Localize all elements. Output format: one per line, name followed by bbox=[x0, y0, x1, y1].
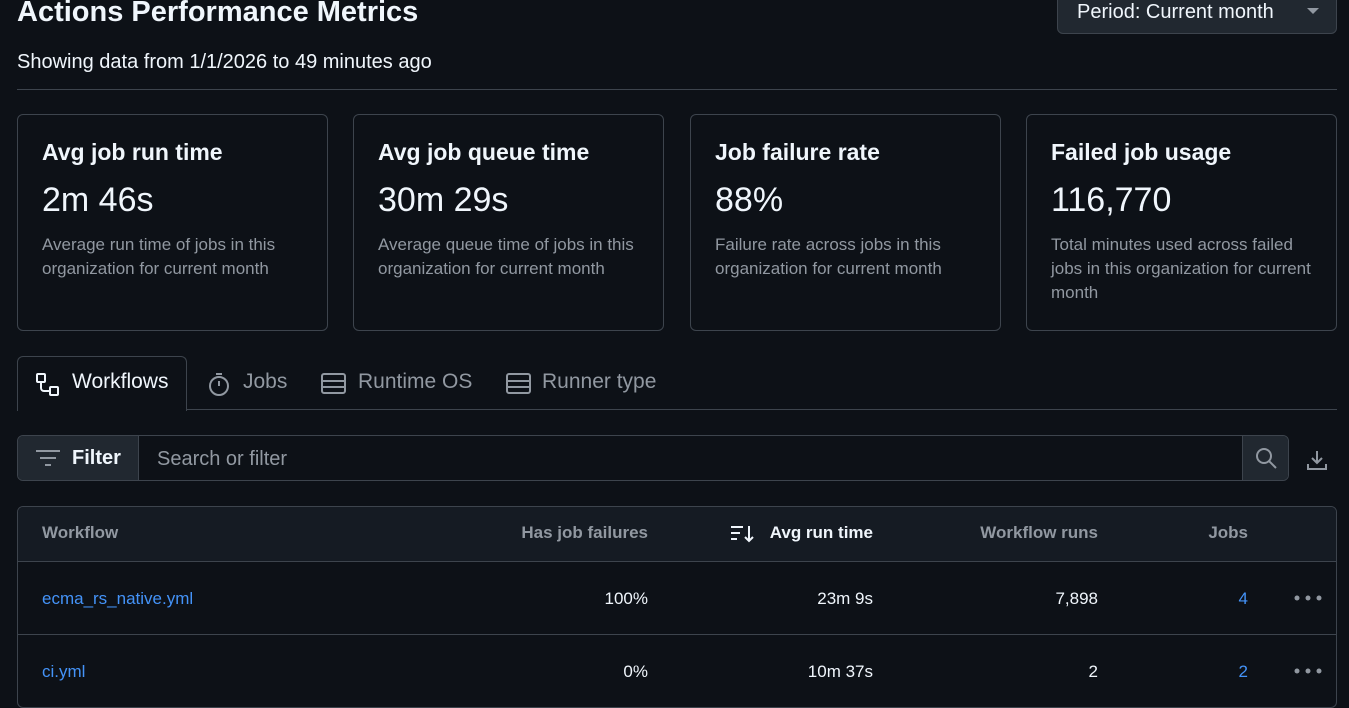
cell: 23m 9s bbox=[817, 589, 873, 608]
column-header[interactable]: Workflow runs bbox=[980, 523, 1098, 542]
search-icon bbox=[1256, 448, 1277, 469]
row-divider bbox=[18, 634, 1336, 635]
subtitle: Showing data from 1/1/2026 to 49 minutes… bbox=[17, 51, 432, 73]
more-icon[interactable] bbox=[1294, 667, 1322, 675]
table-icon bbox=[506, 373, 531, 394]
table bbox=[17, 506, 1337, 708]
card-value: 116,770 bbox=[1051, 181, 1172, 219]
tab[interactable]: Runner type bbox=[542, 370, 657, 393]
more-icon[interactable] bbox=[1294, 594, 1322, 602]
cell: 7,898 bbox=[1055, 589, 1098, 608]
card-value: 30m 29s bbox=[378, 181, 509, 219]
filter-button[interactable] bbox=[18, 436, 139, 480]
card-description: Total minutes used across failed jobs in… bbox=[1051, 235, 1311, 302]
card-value: 88% bbox=[715, 181, 784, 219]
metric-card: Job failure rate 88% Failure rate across j… bbox=[690, 114, 1001, 331]
period-label: Period: Current month bbox=[1077, 1, 1274, 23]
tab-selected[interactable] bbox=[17, 356, 187, 411]
metric-card: Failed job usage 116,770 Total minutes use… bbox=[1026, 114, 1337, 331]
column-header[interactable]: Jobs bbox=[1208, 523, 1248, 542]
tab[interactable]: Jobs bbox=[243, 370, 288, 393]
table-header bbox=[18, 507, 1336, 562]
caret-icon bbox=[1307, 8, 1319, 14]
card-value: 2m 46s bbox=[42, 181, 154, 219]
card-description: Failure rate across jobs in this organiz… bbox=[715, 235, 942, 278]
stopwatch-icon bbox=[209, 373, 229, 396]
cell: 100% bbox=[604, 589, 648, 608]
tab-underline bbox=[17, 409, 1337, 410]
jobs-link[interactable]: 4 bbox=[1238, 589, 1248, 608]
card-title: Avg job queue time bbox=[378, 139, 590, 165]
metric-card: Avg job queue time 30m 29s Average queue t… bbox=[353, 114, 664, 331]
sort-icon bbox=[731, 526, 754, 543]
card-description: Average run time of jobs in this organiz… bbox=[42, 235, 276, 278]
page: Actions Performance Metrics Period: Curr… bbox=[17, 0, 1337, 708]
metric-card: Avg job run time 2m 46s Average run time o… bbox=[17, 114, 328, 331]
tab[interactable]: Workflows bbox=[72, 370, 169, 393]
jobs-link[interactable]: 2 bbox=[1238, 662, 1248, 681]
search-input[interactable]: Search or filter bbox=[157, 448, 288, 470]
column-header[interactable]: Has job failures bbox=[521, 523, 648, 542]
filter-bar bbox=[17, 435, 1289, 481]
card-title: Job failure rate bbox=[715, 139, 880, 165]
cell: 0% bbox=[623, 662, 648, 681]
tab[interactable]: Runtime OS bbox=[358, 370, 473, 393]
cell: 10m 37s bbox=[807, 662, 873, 681]
filter-label: Filter bbox=[72, 447, 121, 469]
filter-icon bbox=[36, 450, 60, 466]
workflow-link[interactable]: ecma_rs_native.yml bbox=[42, 589, 194, 608]
workflow-icon bbox=[36, 373, 59, 396]
card-description: Average queue time of jobs in this organ… bbox=[378, 235, 634, 278]
page-title: Actions Performance Metrics bbox=[17, 0, 419, 28]
divider bbox=[17, 89, 1337, 90]
column-header[interactable]: Workflow bbox=[42, 523, 119, 542]
workflow-link[interactable]: ci.yml bbox=[42, 662, 86, 681]
search-button[interactable] bbox=[1242, 436, 1288, 480]
table-icon bbox=[321, 373, 346, 394]
card-title: Avg job run time bbox=[42, 139, 223, 165]
card-title: Failed job usage bbox=[1051, 139, 1232, 165]
period-button[interactable]: Period: Current month bbox=[1057, 0, 1337, 34]
download-icon[interactable] bbox=[1306, 449, 1328, 471]
column-header[interactable]: Avg run time bbox=[769, 523, 873, 542]
